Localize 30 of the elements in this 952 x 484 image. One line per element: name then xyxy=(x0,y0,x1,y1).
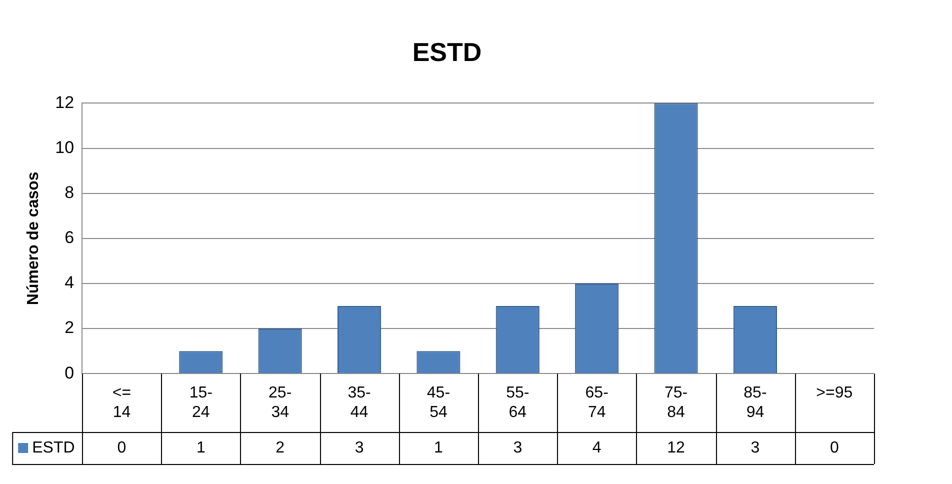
data-label: 3 xyxy=(513,439,522,456)
y-tick-label: 2 xyxy=(64,318,74,338)
chart-title: ESTD xyxy=(412,36,482,67)
y-tick-label: 12 xyxy=(55,92,74,112)
x-tick-label: 85-94 xyxy=(744,384,767,421)
data-label: 1 xyxy=(196,439,206,456)
x-tick-label: 35-44 xyxy=(348,384,371,421)
x-tick-label: 25-34 xyxy=(268,384,292,421)
y-tick-label: 8 xyxy=(64,183,74,202)
data-label: 3 xyxy=(354,439,364,456)
x-tick-label: 45-54 xyxy=(426,384,450,421)
x-tick-label: 75-84 xyxy=(664,384,688,421)
data-label: 4 xyxy=(592,439,602,456)
y-axis-title: Número de casos xyxy=(25,172,42,306)
data-label: 2 xyxy=(276,439,285,456)
y-tick-label: 4 xyxy=(64,273,74,292)
data-label: 0 xyxy=(117,439,126,456)
y-tick-label: 0 xyxy=(64,363,74,382)
x-tick-label: 15-24 xyxy=(189,384,212,421)
data-label: 12 xyxy=(667,439,686,456)
y-tick-label: 6 xyxy=(64,228,74,248)
x-tick-label: <= 14 xyxy=(112,384,132,421)
data-label: 1 xyxy=(434,439,444,456)
y-tick-label: 10 xyxy=(55,138,74,157)
x-tick-label: >=95 xyxy=(816,384,853,402)
x-tick-label: 55-64 xyxy=(506,384,530,421)
legend-label: ESTD xyxy=(32,439,75,456)
data-label: 0 xyxy=(830,439,839,456)
data-label: 3 xyxy=(750,439,760,456)
x-tick-label: 65-74 xyxy=(585,384,608,421)
